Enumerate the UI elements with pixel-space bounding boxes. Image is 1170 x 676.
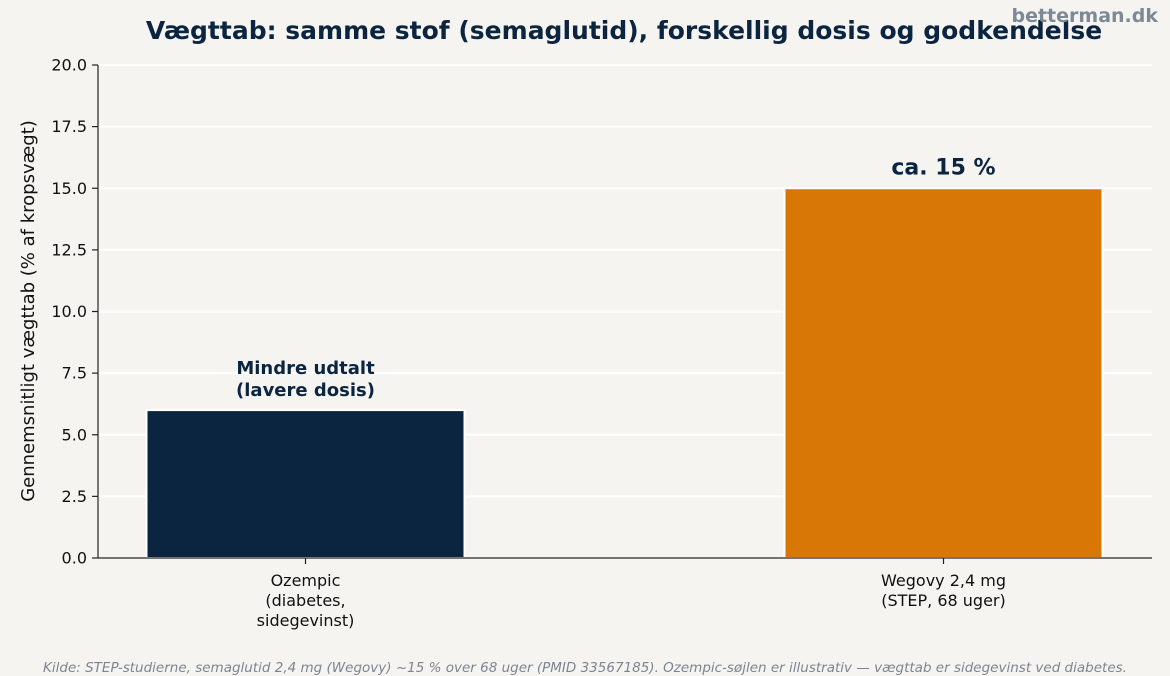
y-tick-label: 7.5	[62, 364, 87, 383]
y-tick-label: 10.0	[51, 302, 87, 321]
x-tick-label: Ozempic (diabetes, sidegevinst)	[257, 571, 355, 630]
bars	[145, 187, 1104, 559]
axes: 0.0 2.5 5.0 7.5 10.0 12.5 15.0 17.5 20.0 Ozempic(…	[51, 56, 1152, 630]
x-tick-label: Wegovy 2,4 mg (STEP, 68 uger)	[881, 571, 1006, 610]
y-tick-label: 2.5	[62, 487, 87, 506]
source-note: Kilde: STEP-studierne, semaglutid 2,4 mg…	[43, 660, 1127, 676]
chart-title: Vægttab: samme stof (semaglutid), forske…	[146, 16, 1102, 45]
y-tick-label: 5.0	[62, 425, 87, 444]
data-label-0: Mindre udtalt (lavere dosis)	[236, 358, 375, 401]
data-labels: Mindre udtalt (lavere dosis) ca. 15 %	[236, 155, 996, 401]
y-tick-label: 0.0	[62, 549, 87, 568]
y-tick-label: 17.5	[51, 117, 87, 136]
brand-watermark: betterman.dk	[1011, 5, 1158, 27]
y-axis-label: Gennemsnitligt vægttab (% af kropsvægt)	[18, 120, 39, 502]
y-tick-label: 20.0	[51, 56, 87, 75]
data-label-1: ca. 15 %	[891, 155, 995, 180]
y-tick-label: 15.0	[51, 179, 87, 198]
bar-0	[145, 409, 466, 559]
bar-1	[783, 187, 1104, 559]
y-tick-label: 12.5	[51, 240, 87, 259]
